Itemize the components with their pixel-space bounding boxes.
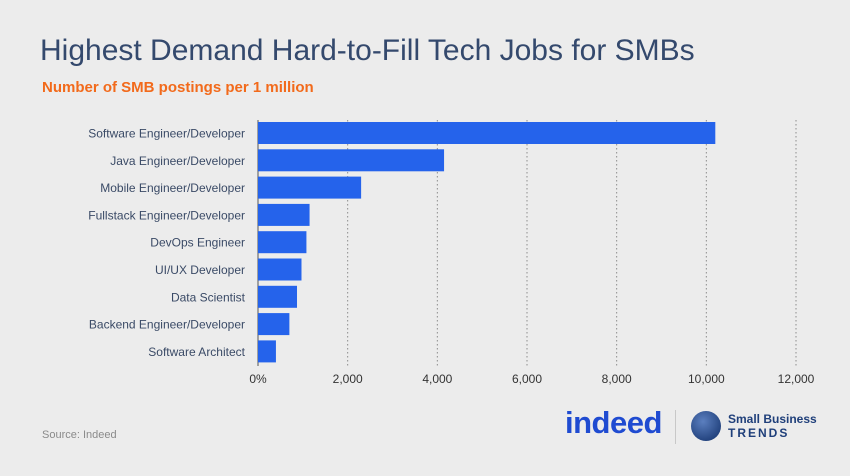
category-label: Software Architect	[148, 345, 245, 359]
x-tick-label: 10,000	[688, 372, 725, 386]
category-label: DevOps Engineer	[150, 236, 245, 250]
category-label: Java Engineer/Developer	[110, 154, 245, 168]
category-label: Software Engineer/Developer	[88, 127, 245, 141]
bar	[258, 313, 290, 336]
x-tick-label: 4,000	[422, 372, 452, 386]
sbt-logo-line2: TRENDS	[728, 426, 790, 440]
source-note: Source: Indeed	[42, 429, 117, 441]
bar	[258, 340, 276, 363]
category-label: Fullstack Engineer/Developer	[88, 208, 245, 222]
x-tick-label: 0%	[249, 372, 267, 386]
x-tick-label: 6,000	[512, 372, 542, 386]
bar	[258, 203, 310, 226]
x-tick-label: 12,000	[778, 372, 815, 386]
bar	[258, 122, 716, 144]
bar	[258, 258, 302, 281]
small-business-trends-logo: Small Business TRENDS	[728, 412, 817, 440]
globe-icon	[691, 411, 721, 441]
bar	[258, 231, 307, 254]
category-label: UI/UX Developer	[155, 263, 245, 277]
bar	[258, 285, 298, 308]
x-tick-label: 2,000	[333, 372, 363, 386]
x-tick-label: 8,000	[602, 372, 632, 386]
logo-divider	[675, 410, 676, 444]
sbt-logo-line1: Small Business	[728, 412, 817, 426]
chart-subtitle: Number of SMB postings per 1 million	[42, 79, 314, 96]
bar	[258, 176, 362, 199]
bar	[258, 149, 445, 172]
indeed-logo: indeed	[565, 405, 662, 440]
category-label: Backend Engineer/Developer	[89, 318, 245, 332]
chart-title: Highest Demand Hard-to-Fill Tech Jobs fo…	[40, 34, 695, 67]
category-label: Data Scientist	[171, 290, 246, 304]
category-label: Mobile Engineer/Developer	[100, 181, 245, 195]
